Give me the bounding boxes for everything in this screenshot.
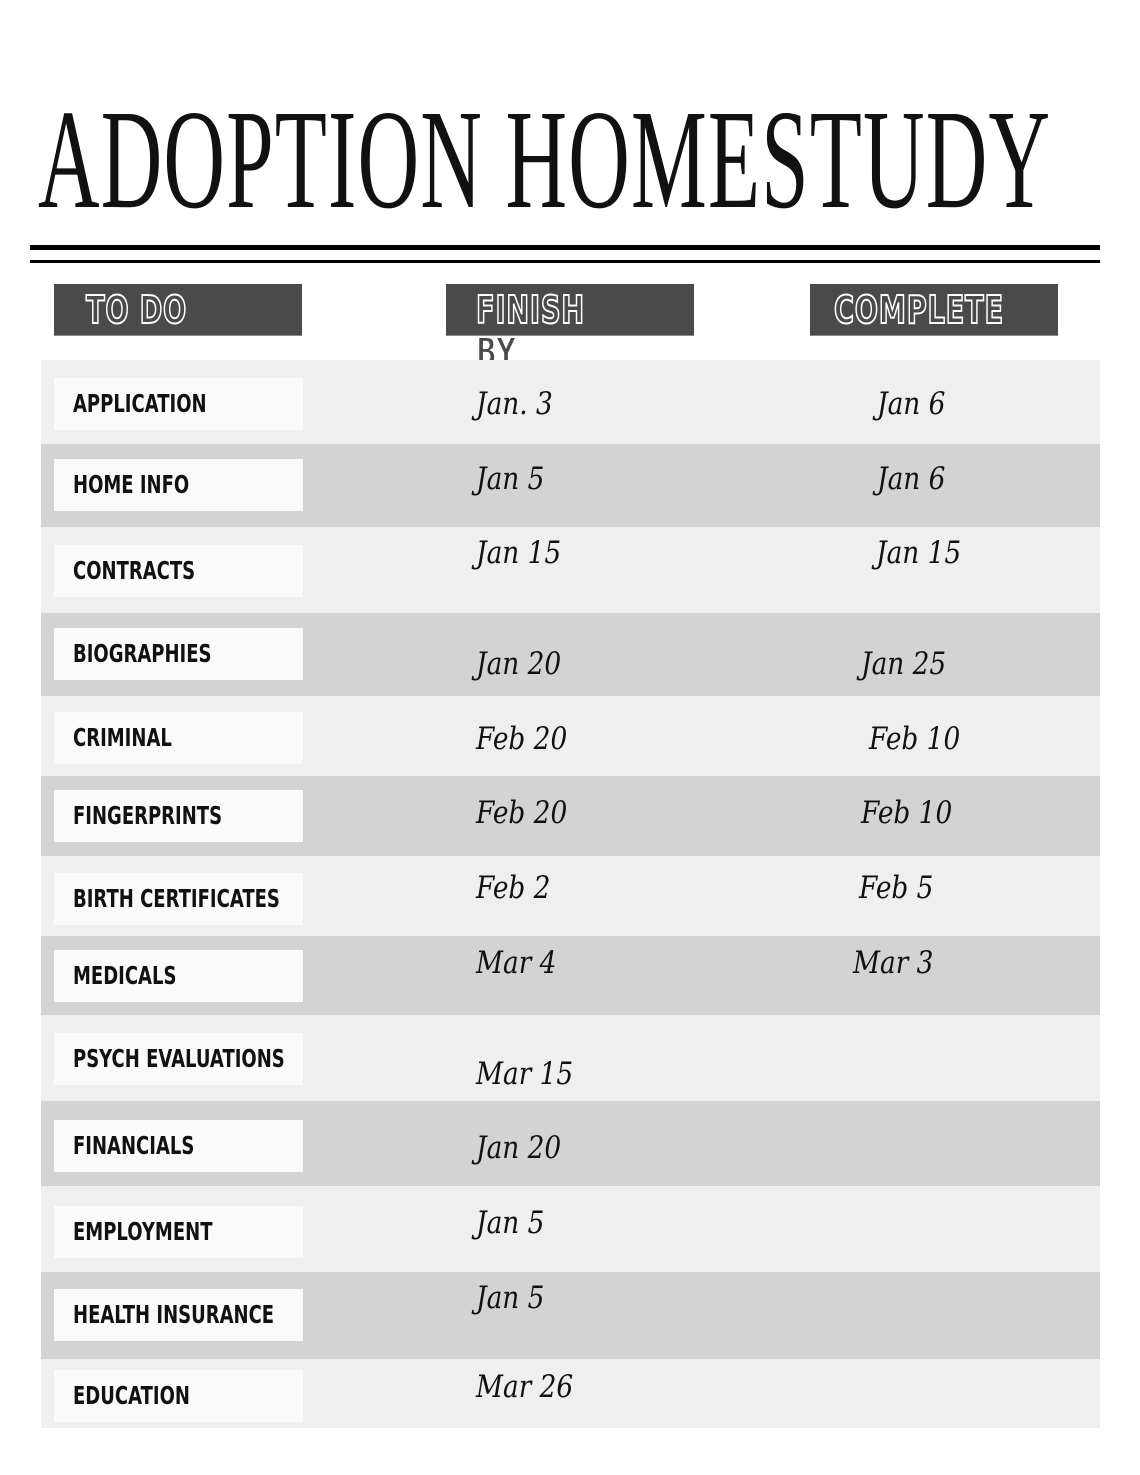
- complete-date: Mar 3: [853, 945, 934, 981]
- task-name: PSYCH EVALUATIONS: [73, 1044, 285, 1073]
- finish-by-date: Feb 2: [476, 870, 551, 906]
- task-label-box: FINGERPRINTS: [54, 790, 303, 842]
- header-todo-label: TO DO: [85, 288, 188, 332]
- header-todo: TO DO: [54, 284, 302, 336]
- page-title: ADOPTION HOMESTUDY: [38, 80, 1052, 238]
- finish-by-date: Feb 20: [476, 721, 568, 757]
- task-name: FINGERPRINTS: [73, 801, 223, 830]
- header-finish-by-label: FINISH BY: [475, 288, 585, 374]
- finish-by-date: Mar 4: [476, 945, 557, 981]
- header-complete: COMPLETE: [810, 284, 1058, 336]
- finish-by-date: Jan 15: [476, 535, 562, 571]
- complete-date: Jan 6: [877, 386, 946, 422]
- task-label-box: CRIMINAL: [54, 712, 303, 764]
- task-label-box: PSYCH EVALUATIONS: [54, 1033, 303, 1085]
- finish-by-date: Jan 20: [476, 1130, 562, 1166]
- task-name: HOME INFO: [73, 470, 190, 499]
- task-name: CRIMINAL: [73, 723, 172, 752]
- task-name: FINANCIALS: [73, 1131, 195, 1160]
- finish-by-date: Feb 20: [476, 795, 568, 831]
- complete-date: Feb 5: [859, 870, 934, 906]
- task-label-box: EDUCATION: [54, 1370, 303, 1422]
- task-label-box: EMPLOYMENT: [54, 1206, 303, 1258]
- header-complete-label: COMPLETE: [833, 288, 1004, 332]
- finish-by-date: Mar 15: [476, 1056, 574, 1092]
- finish-by-date: Jan 20: [476, 646, 562, 682]
- complete-date: Feb 10: [869, 721, 961, 757]
- task-name: HEALTH INSURANCE: [73, 1300, 275, 1329]
- finish-by-date: Jan 5: [476, 1205, 545, 1241]
- task-name: BIOGRAPHIES: [73, 639, 212, 668]
- task-name: EMPLOYMENT: [73, 1217, 213, 1246]
- task-label-box: CONTRACTS: [54, 545, 303, 597]
- finish-by-date: Jan 5: [476, 461, 545, 497]
- task-label-box: HEALTH INSURANCE: [54, 1289, 303, 1341]
- header-finish-by: FINISH BY: [446, 284, 694, 374]
- task-label-box: APPLICATION: [54, 378, 303, 430]
- task-name: BIRTH CERTIFICATES: [73, 884, 280, 913]
- finish-by-date: Jan 5: [476, 1280, 545, 1316]
- task-label-box: BIOGRAPHIES: [54, 628, 303, 680]
- finish-by-date: Jan. 3: [476, 386, 553, 422]
- task-name: MEDICALS: [73, 961, 177, 990]
- complete-date: Feb 10: [861, 795, 953, 831]
- task-label-box: FINANCIALS: [54, 1120, 303, 1172]
- complete-date: Jan 15: [876, 535, 962, 571]
- complete-date: Jan 6: [877, 461, 946, 497]
- divider-thick: [30, 245, 1100, 250]
- task-label-box: MEDICALS: [54, 950, 303, 1002]
- divider-thin: [30, 260, 1100, 263]
- task-name: CONTRACTS: [73, 556, 196, 585]
- task-label-box: BIRTH CERTIFICATES: [54, 873, 303, 925]
- task-label-box: HOME INFO: [54, 459, 303, 511]
- task-name: EDUCATION: [73, 1381, 190, 1410]
- finish-by-date: Mar 26: [476, 1369, 574, 1405]
- complete-date: Jan 25: [861, 646, 947, 682]
- task-name: APPLICATION: [73, 389, 207, 418]
